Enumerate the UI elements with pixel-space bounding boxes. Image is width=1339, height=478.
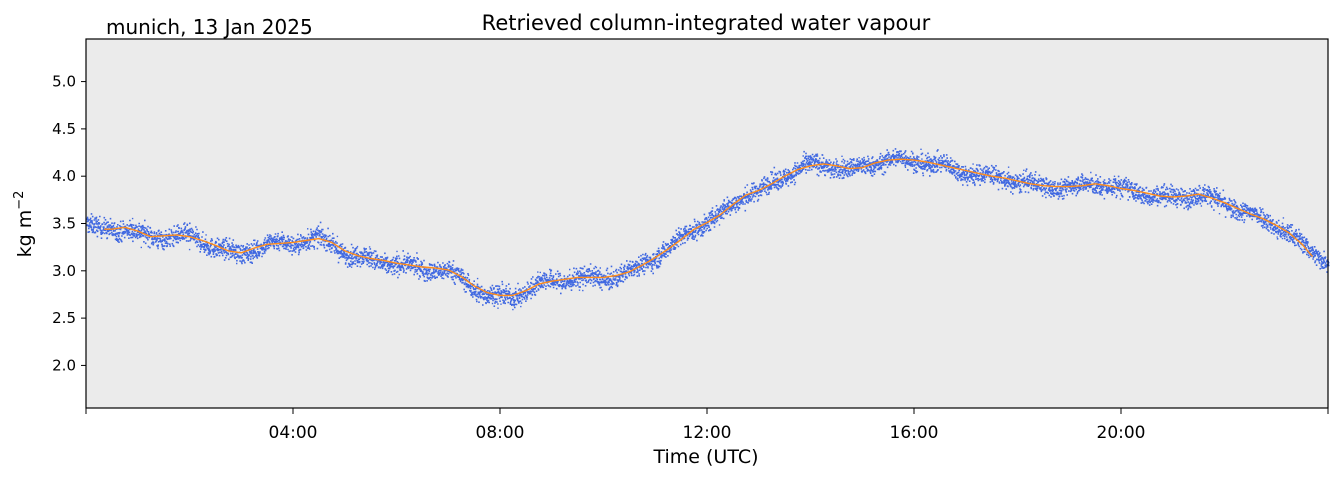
y-tick-label: 2.5 <box>52 309 76 327</box>
x-tick-label: 08:00 <box>476 423 525 443</box>
y-axis-label: kg m−2 <box>12 191 36 258</box>
x-axis: 04:00 08:00 12:00 16:00 20:00 <box>85 408 1329 443</box>
y-tick-label: 4.5 <box>52 120 76 138</box>
x-tick-label: 20:00 <box>1097 423 1146 443</box>
chart-title: Retrieved column-integrated water vapour <box>482 11 931 35</box>
y-axis: 2.0 2.5 3.0 3.5 4.0 4.5 5.0 <box>52 73 86 374</box>
scatter-points <box>86 148 1330 311</box>
y-axis-label-exponent: −2 <box>12 191 27 210</box>
chart-subtitle: munich, 13 Jan 2025 <box>106 15 313 39</box>
x-tick-label: 16:00 <box>890 423 939 443</box>
y-tick-label: 4.0 <box>52 167 76 185</box>
scatter-series <box>86 148 1330 311</box>
y-tick-label: 3.5 <box>52 215 76 233</box>
y-axis-label-unit: kg m <box>14 210 36 258</box>
x-axis-label: Time (UTC) <box>652 446 758 468</box>
y-tick-label: 3.0 <box>52 262 76 280</box>
y-tick-label: 2.0 <box>52 356 76 374</box>
x-tick-label: 04:00 <box>269 423 318 443</box>
y-tick-label: 5.0 <box>52 73 76 91</box>
x-tick-label: 12:00 <box>683 423 732 443</box>
smoothed-series <box>104 158 1314 297</box>
smoothed-line <box>104 158 1314 297</box>
